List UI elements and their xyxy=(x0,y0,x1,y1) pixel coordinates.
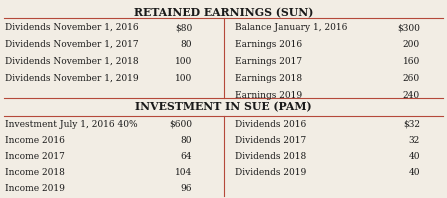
Text: Dividends November 1, 2017: Dividends November 1, 2017 xyxy=(5,40,139,49)
Text: $300: $300 xyxy=(397,23,420,32)
Text: Income 2019: Income 2019 xyxy=(5,184,65,193)
Text: Dividends 2018: Dividends 2018 xyxy=(235,152,306,161)
Text: Income 2017: Income 2017 xyxy=(5,152,65,161)
Text: $80: $80 xyxy=(175,23,192,32)
Text: 40: 40 xyxy=(409,168,420,177)
Text: 104: 104 xyxy=(175,168,192,177)
Text: Dividends 2019: Dividends 2019 xyxy=(235,168,306,177)
Text: 32: 32 xyxy=(409,136,420,145)
Text: 240: 240 xyxy=(403,91,420,100)
Text: Investment July 1, 2016 40%: Investment July 1, 2016 40% xyxy=(5,120,138,129)
Text: Earnings 2017: Earnings 2017 xyxy=(235,57,302,66)
Text: $32: $32 xyxy=(403,120,420,129)
Text: Income 2016: Income 2016 xyxy=(5,136,65,145)
Text: Dividends 2017: Dividends 2017 xyxy=(235,136,306,145)
Text: Balance January 1, 2016: Balance January 1, 2016 xyxy=(235,23,347,32)
Text: 200: 200 xyxy=(403,40,420,49)
Text: 100: 100 xyxy=(175,74,192,83)
Text: 96: 96 xyxy=(181,184,192,193)
Text: Earnings 2019: Earnings 2019 xyxy=(235,91,302,100)
Text: Dividends 2016: Dividends 2016 xyxy=(235,120,306,129)
Text: Dividends November 1, 2016: Dividends November 1, 2016 xyxy=(5,23,139,32)
Text: 40: 40 xyxy=(409,152,420,161)
Text: Earnings 2018: Earnings 2018 xyxy=(235,74,302,83)
Text: 64: 64 xyxy=(181,152,192,161)
Text: INVESTMENT IN SUE (PAM): INVESTMENT IN SUE (PAM) xyxy=(135,101,312,112)
Text: $600: $600 xyxy=(169,120,192,129)
Text: 80: 80 xyxy=(181,40,192,49)
Text: RETAINED EARNINGS (SUN): RETAINED EARNINGS (SUN) xyxy=(134,7,313,18)
Text: Dividends November 1, 2019: Dividends November 1, 2019 xyxy=(5,74,139,83)
Text: Dividends November 1, 2018: Dividends November 1, 2018 xyxy=(5,57,139,66)
Text: 160: 160 xyxy=(403,57,420,66)
Text: 100: 100 xyxy=(175,57,192,66)
Text: 80: 80 xyxy=(181,136,192,145)
Text: Earnings 2016: Earnings 2016 xyxy=(235,40,302,49)
Text: Income 2018: Income 2018 xyxy=(5,168,65,177)
Text: 260: 260 xyxy=(403,74,420,83)
